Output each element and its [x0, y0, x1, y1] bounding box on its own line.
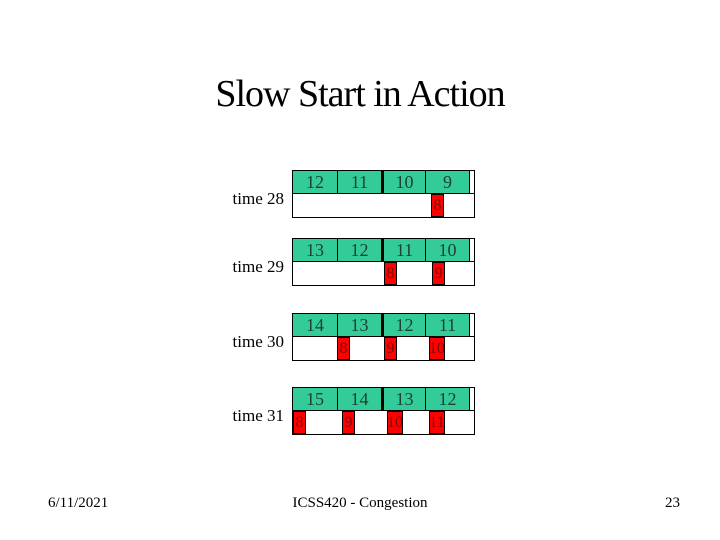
window-segment: 15: [292, 387, 338, 411]
window-segment: 12: [292, 170, 338, 194]
window-segment: 11: [337, 170, 382, 194]
ack-box: 11: [429, 411, 445, 434]
row-label: time 28: [232, 189, 284, 208]
time-row-28: time 28 12 11 10 9 8: [233, 170, 475, 218]
window-segment: 11: [381, 238, 426, 262]
window-segment: 12: [425, 387, 470, 411]
congestion-window-bar: 13 12 11 10: [292, 238, 475, 262]
ack-bar: 8 9 10: [292, 336, 475, 361]
ack-bar: 8 9: [292, 261, 475, 286]
window-segment: 10: [425, 238, 470, 262]
partial-segment: [469, 313, 475, 337]
slide-title: Slow Start in Action: [215, 73, 505, 115]
window-segment: 12: [337, 238, 382, 262]
ack-box: 9: [342, 411, 355, 434]
window-segment: 14: [292, 313, 338, 337]
window-segment: 13: [337, 313, 382, 337]
ack-bar: 8: [292, 193, 475, 218]
window-segment: 13: [292, 238, 338, 262]
row-label: time 29: [232, 257, 284, 276]
footer-page-number: 23: [665, 495, 680, 511]
window-segment: 10: [381, 170, 426, 194]
window-segment: 9: [425, 170, 470, 194]
window-segment: 14: [337, 387, 382, 411]
row-label: time 31: [232, 406, 284, 425]
footer-course-name: ICSS420 - Congestion: [292, 495, 428, 511]
ack-box: 8: [384, 262, 397, 285]
window-segment: 11: [425, 313, 470, 337]
ack-box: 9: [384, 337, 397, 360]
partial-segment: [469, 238, 475, 262]
ack-box: 8: [431, 194, 444, 217]
partial-segment: [469, 170, 475, 194]
congestion-window-bar: 14 13 12 11: [292, 313, 475, 337]
ack-box: 10: [387, 411, 403, 434]
window-segment: 12: [381, 313, 426, 337]
footer-date: 6/11/2021: [48, 495, 109, 511]
congestion-window-bar: 12 11 10 9: [292, 170, 475, 194]
ack-box: 8: [293, 411, 306, 434]
ack-bar: 8 9 10 11: [292, 410, 475, 435]
ack-box: 10: [429, 337, 445, 360]
ack-box: 9: [432, 262, 445, 285]
congestion-window-bar: 15 14 13 12: [292, 387, 475, 411]
time-row-29: time 29 13 12 11 10 8 9: [233, 238, 475, 286]
time-row-30: time 30 14 13 12 11 8 9 10: [233, 313, 475, 361]
window-segment: 13: [381, 387, 426, 411]
ack-box: 8: [337, 337, 350, 360]
partial-segment: [469, 387, 475, 411]
row-label: time 30: [232, 332, 284, 351]
time-row-31: time 31 15 14 13 12 8 9 10 11: [233, 387, 475, 435]
